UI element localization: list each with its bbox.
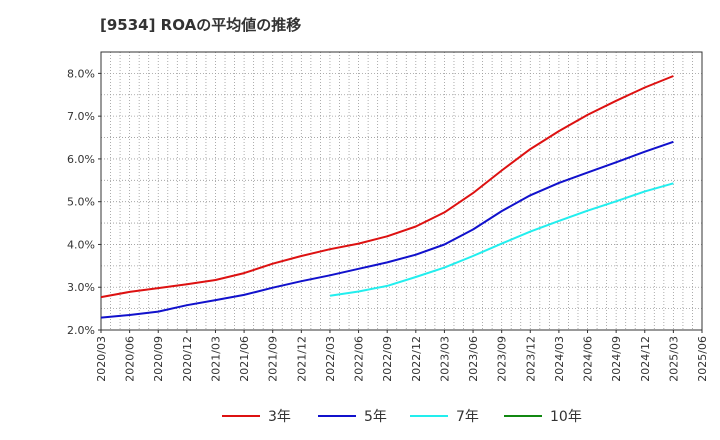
x-tick-label: 2023/06	[467, 336, 480, 382]
series-line-2	[329, 182, 674, 297]
series-line-1	[100, 140, 674, 319]
y-tick-label: 3.0%	[67, 281, 95, 294]
x-tick-label: 2025/03	[667, 336, 680, 382]
y-tick-label: 8.0%	[67, 67, 95, 80]
plot-border	[100, 51, 703, 331]
x-tick-label: 2023/12	[524, 336, 537, 382]
legend-swatch-7y	[410, 415, 448, 417]
x-tick-label: 2024/06	[582, 336, 595, 382]
series-line-0	[100, 75, 674, 299]
legend-item-5y[interactable]: 5年	[318, 404, 387, 428]
x-tick-label: 2022/09	[381, 336, 394, 382]
chart-legend: 3年 5年 7年 10年	[0, 404, 720, 428]
x-tick-label: 2025/06	[696, 336, 709, 382]
x-tick-label: 2024/12	[639, 336, 652, 382]
x-tick-label: 2024/09	[610, 336, 623, 382]
y-tick-label: 4.0%	[67, 238, 95, 251]
y-tick-label: 7.0%	[67, 110, 95, 123]
legend-label-3y: 3年	[268, 409, 291, 425]
x-tick-label: 2023/09	[496, 336, 509, 382]
x-tick-label: 2022/12	[410, 336, 423, 382]
y-tick-label: 5.0%	[67, 196, 95, 209]
x-tick-label: 2022/06	[353, 336, 366, 382]
legend-item-10y[interactable]: 10年	[504, 404, 582, 428]
plot-area	[101, 52, 702, 330]
legend-label-5y: 5年	[364, 409, 387, 425]
legend-item-3y[interactable]: 3年	[222, 404, 291, 428]
x-tick-label: 2020/12	[181, 336, 194, 382]
legend-label-10y: 10年	[550, 409, 582, 425]
x-tick-label: 2020/06	[124, 336, 137, 382]
chart-title: [9534] ROAの平均値の推移	[100, 16, 302, 34]
x-tick-label: 2021/03	[209, 336, 222, 382]
legend-swatch-5y	[318, 415, 356, 417]
x-tick-label: 2020/03	[95, 336, 108, 382]
legend-swatch-10y	[504, 415, 542, 417]
legend-label-7y: 7年	[456, 409, 479, 425]
x-tick-label: 2021/12	[295, 336, 308, 382]
x-tick-label: 2021/09	[267, 336, 280, 382]
legend-swatch-3y	[222, 415, 260, 417]
y-tick-label: 6.0%	[67, 153, 95, 166]
x-tick-label: 2023/03	[438, 336, 451, 382]
legend-item-7y[interactable]: 7年	[410, 404, 479, 428]
x-tick-label: 2024/03	[553, 336, 566, 382]
x-tick-label: 2021/06	[238, 336, 251, 382]
x-tick-label: 2022/03	[324, 336, 337, 382]
x-tick-label: 2020/09	[152, 336, 165, 382]
y-tick-label: 2.0%	[67, 324, 95, 337]
